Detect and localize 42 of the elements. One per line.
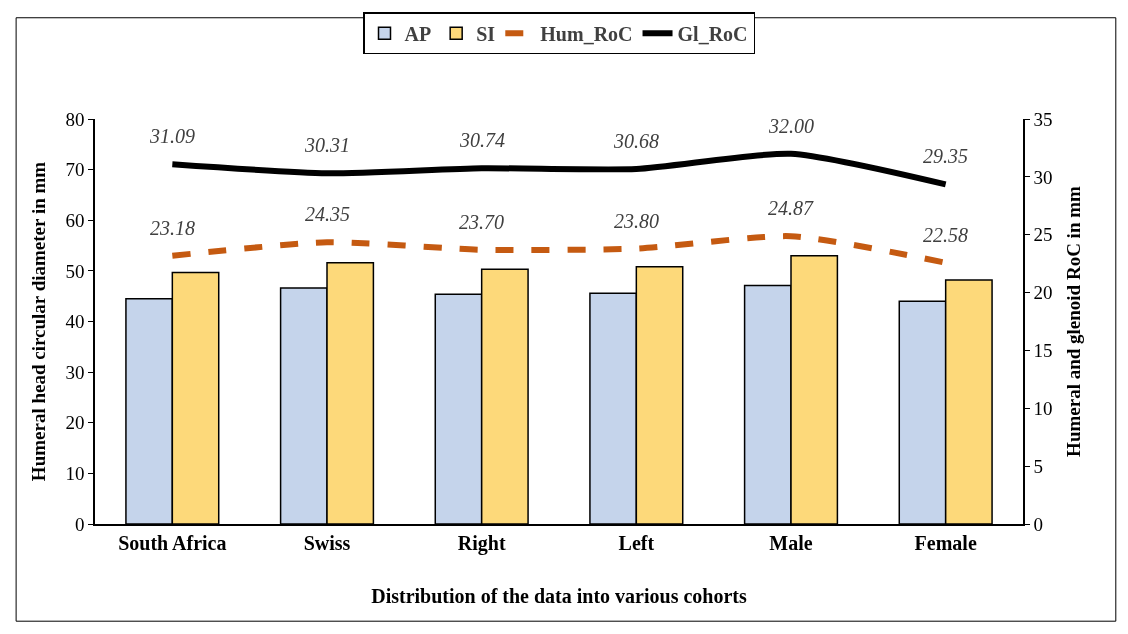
data-label: 24.35 (305, 203, 350, 225)
legend-label: Hum_RoC (540, 23, 633, 45)
y2-tick-label: 15 (1033, 340, 1053, 362)
y2-tick-label: 25 (1033, 224, 1053, 246)
y2-tick-label: 5 (1033, 455, 1044, 477)
data-label: 23.80 (614, 210, 659, 232)
data-label: 31.09 (149, 125, 195, 147)
data-label: 22.58 (923, 224, 968, 246)
data-label: 23.70 (459, 211, 504, 233)
x-tick-label: Left (618, 531, 655, 554)
y-axis-title: Humeral head circular diameter in mm (27, 161, 49, 482)
y-tick-label: 10 (65, 463, 85, 485)
y-tick-label: 40 (65, 311, 85, 333)
y2-axis-title: Humeral and glenoid RoC in mm (1062, 185, 1084, 457)
data-label: 30.74 (459, 129, 505, 151)
x-tick-label: South Africa (118, 531, 227, 554)
data-label: 24.87 (768, 197, 814, 219)
data-label: 23.18 (150, 217, 195, 239)
x-axis-title: Distribution of the data into various cohorts (371, 584, 747, 607)
y-tick-label: 80 (65, 108, 85, 130)
x-tick-label: Female (914, 531, 977, 554)
y2-tick-label: 20 (1033, 282, 1053, 304)
y-tick-label: 30 (65, 361, 85, 383)
legend-label: AP (404, 23, 432, 45)
x-tick-label: Right (457, 531, 506, 555)
data-label: 30.31 (304, 134, 350, 156)
y2-tick-label: 0 (1033, 513, 1044, 535)
x-tick-label: Male (769, 531, 813, 554)
y-tick-label: 0 (74, 513, 85, 535)
data-label: 30.68 (613, 130, 659, 152)
legend-label: Gl_RoC (677, 23, 748, 45)
y-tick-label: 50 (65, 260, 85, 282)
y-tick-label: 70 (65, 159, 85, 181)
y-tick-label: 60 (65, 209, 85, 231)
y-tick-label: 20 (65, 412, 85, 434)
y2-tick-label: 30 (1033, 166, 1053, 188)
y2-tick-label: 35 (1033, 108, 1053, 130)
legend-label: SI (476, 23, 496, 45)
y2-tick-label: 10 (1033, 397, 1053, 419)
data-label: 32.00 (768, 115, 814, 137)
data-label: 29.35 (923, 145, 968, 167)
x-tick-label: Swiss (303, 531, 351, 554)
